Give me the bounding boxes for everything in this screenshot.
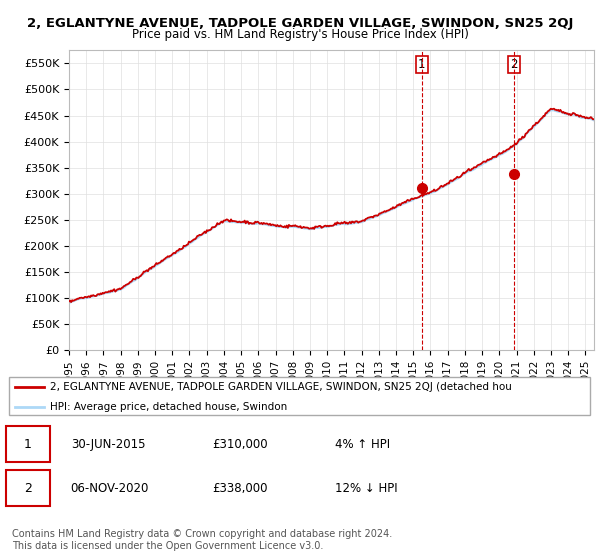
FancyBboxPatch shape — [6, 426, 50, 462]
Text: 4% ↑ HPI: 4% ↑ HPI — [335, 437, 391, 450]
Text: 2: 2 — [24, 482, 32, 494]
FancyBboxPatch shape — [9, 377, 590, 415]
Text: 1: 1 — [24, 437, 32, 450]
Text: 30-JUN-2015: 30-JUN-2015 — [71, 437, 145, 450]
FancyBboxPatch shape — [6, 470, 50, 506]
Text: 2, EGLANTYNE AVENUE, TADPOLE GARDEN VILLAGE, SWINDON, SN25 2QJ (detached hou: 2, EGLANTYNE AVENUE, TADPOLE GARDEN VILL… — [50, 382, 512, 392]
Text: 1: 1 — [418, 58, 425, 71]
Text: Contains HM Land Registry data © Crown copyright and database right 2024.
This d: Contains HM Land Registry data © Crown c… — [12, 529, 392, 551]
Text: Price paid vs. HM Land Registry's House Price Index (HPI): Price paid vs. HM Land Registry's House … — [131, 28, 469, 41]
Text: 12% ↓ HPI: 12% ↓ HPI — [335, 482, 398, 494]
Text: 2: 2 — [510, 58, 517, 71]
Text: 06-NOV-2020: 06-NOV-2020 — [71, 482, 149, 494]
Text: £310,000: £310,000 — [212, 437, 268, 450]
Text: HPI: Average price, detached house, Swindon: HPI: Average price, detached house, Swin… — [50, 402, 287, 412]
Text: £338,000: £338,000 — [212, 482, 267, 494]
Text: 2, EGLANTYNE AVENUE, TADPOLE GARDEN VILLAGE, SWINDON, SN25 2QJ: 2, EGLANTYNE AVENUE, TADPOLE GARDEN VILL… — [27, 17, 573, 30]
